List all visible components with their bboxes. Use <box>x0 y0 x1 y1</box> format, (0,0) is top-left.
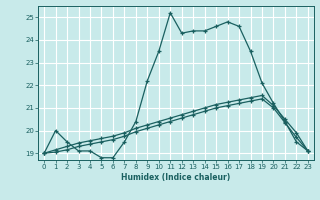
X-axis label: Humidex (Indice chaleur): Humidex (Indice chaleur) <box>121 173 231 182</box>
